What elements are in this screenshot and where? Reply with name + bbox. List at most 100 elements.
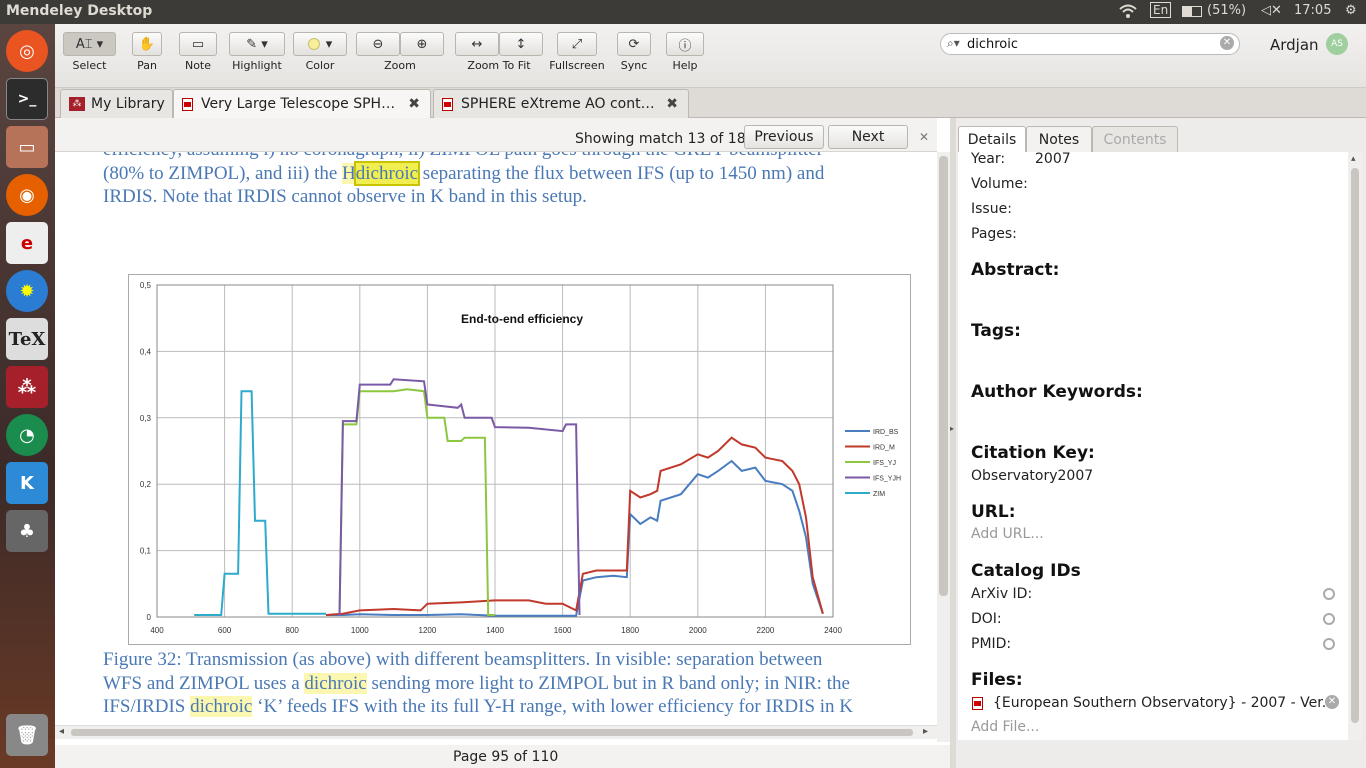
splitter-arrow-icon[interactable]: ▸ xyxy=(950,424,955,433)
sync-app-icon[interactable]: ◔ xyxy=(6,414,48,456)
fit-width-button[interactable]: ↔ xyxy=(455,32,499,56)
java-app-icon[interactable]: ♣ xyxy=(6,510,48,552)
current-match-highlight[interactable]: dichroic xyxy=(353,160,421,186)
text-cursor-icon: A⌶ ▾ xyxy=(75,36,104,52)
fullscreen-icon: ⤢ xyxy=(571,36,583,52)
zoom-label: Zoom xyxy=(384,59,416,72)
sun-app-icon[interactable]: ✹ xyxy=(6,270,48,312)
scroll-thumb[interactable] xyxy=(1351,168,1359,723)
series-line-ifs_yj xyxy=(338,388,495,616)
x-tick-label: 800 xyxy=(286,626,300,635)
file-link[interactable]: {European Southern Observatory} - 2007 -… xyxy=(993,695,1336,711)
ubuntu-logo-icon[interactable]: ◎ xyxy=(6,30,48,72)
close-find-icon[interactable]: ✕ xyxy=(919,130,930,144)
sync-button[interactable]: ⟳ xyxy=(617,32,651,56)
vertical-scrollbar[interactable] xyxy=(937,152,950,742)
scroll-thumb[interactable] xyxy=(939,156,948,596)
volume-label: Volume: xyxy=(971,176,1028,192)
terminal-icon[interactable]: >_ xyxy=(6,78,48,120)
color-swatch-icon xyxy=(307,38,320,50)
avatar[interactable]: AS xyxy=(1326,33,1348,55)
scroll-up-icon[interactable]: ▴ xyxy=(1351,154,1356,164)
arxiv-label: ArXiv ID: xyxy=(971,586,1033,602)
tab-contents[interactable]: Contents xyxy=(1092,126,1178,153)
x-tick-label: 1800 xyxy=(621,626,639,635)
tex-icon[interactable]: TeX xyxy=(6,318,48,360)
tab-notes[interactable]: Notes xyxy=(1026,126,1092,153)
legend-label: IRD_M xyxy=(873,445,895,452)
add-url-field[interactable]: Add URL... xyxy=(971,526,1044,542)
zoom-out-button[interactable]: ⊖ xyxy=(356,32,400,56)
battery-percent[interactable]: (51%) xyxy=(1207,3,1247,18)
volume-muted-icon[interactable]: ◁✕ xyxy=(1261,3,1282,18)
firefox-icon[interactable]: ◉ xyxy=(6,174,48,216)
pdf-viewer[interactable]: efficiency, assuming i) no coronagraph, … xyxy=(55,118,950,768)
color-label: Color xyxy=(305,59,335,72)
vertical-arrows-icon: ↕ xyxy=(515,36,527,52)
tab-very-large-telescope[interactable]: Very Large Telescope SPH… ✖ xyxy=(173,89,431,118)
highlight-tool-button[interactable]: ✎ ▾ xyxy=(229,32,285,56)
fit-height-button[interactable]: ↕ xyxy=(499,32,543,56)
zoom-in-button[interactable]: ⊕ xyxy=(400,32,444,56)
remove-file-icon[interactable]: ✕ xyxy=(1325,695,1339,709)
citation-key-value[interactable]: Observatory2007 xyxy=(971,468,1094,484)
kile-icon[interactable]: K xyxy=(6,462,48,504)
document-viewer-icon[interactable]: e xyxy=(6,222,48,264)
x-tick-label: 600 xyxy=(218,626,232,635)
pen-icon: ✎ ▾ xyxy=(246,36,268,52)
year-value[interactable]: 2007 xyxy=(1035,152,1071,167)
pdf-icon xyxy=(972,697,983,710)
gear-icon[interactable]: ⚙ xyxy=(1345,3,1357,18)
lookup-arxiv-icon[interactable] xyxy=(1323,588,1335,600)
battery-icon[interactable] xyxy=(1182,6,1202,17)
details-scrollbar[interactable]: ▴ xyxy=(1348,152,1362,740)
panel-splitter[interactable]: ▸ xyxy=(950,118,956,768)
search-input[interactable]: dichroic xyxy=(967,37,1019,52)
x-tick-label: 1600 xyxy=(554,626,572,635)
scroll-left-icon[interactable]: ◂ xyxy=(59,726,65,737)
lookup-pmid-icon[interactable] xyxy=(1323,638,1335,650)
zoom-in-icon: ⊕ xyxy=(416,36,428,52)
help-icon: ⓘ xyxy=(678,38,692,54)
add-file-field[interactable]: Add File... xyxy=(971,719,1040,735)
highlight-label: Highlight xyxy=(232,59,282,72)
tab-my-library[interactable]: ⁂ My Library xyxy=(60,89,173,118)
horizontal-scrollbar[interactable]: ◂ ▸ xyxy=(55,725,937,739)
note-tool-button[interactable]: ▭ xyxy=(179,32,217,56)
tab-sphere-extreme-ao[interactable]: SPHERE eXtreme AO cont… ✖ xyxy=(433,89,689,118)
search-highlight[interactable]: dichroic xyxy=(304,672,367,694)
tab-label: Very Large Telescope SPH… xyxy=(201,96,396,112)
select-tool-button[interactable]: A⌶ ▾ xyxy=(63,32,116,56)
previous-match-button[interactable]: Previous xyxy=(744,125,824,149)
scroll-right-icon[interactable]: ▸ xyxy=(923,726,929,737)
mendeley-logo-icon: ⁂ xyxy=(69,97,85,111)
mendeley-icon[interactable]: ⁂ xyxy=(6,366,48,408)
trash-icon[interactable]: 🗑 xyxy=(6,714,48,756)
tags-heading: Tags: xyxy=(971,321,1021,341)
pdf-icon xyxy=(442,97,453,111)
fullscreen-button[interactable]: ⤢ xyxy=(557,32,597,56)
close-tab-icon[interactable]: ✖ xyxy=(666,96,678,112)
next-match-button[interactable]: Next xyxy=(828,125,908,149)
help-button[interactable]: ⓘ xyxy=(666,32,704,56)
search-box[interactable]: ⌕▾ dichroic ✕ xyxy=(940,33,1240,55)
file-manager-icon[interactable]: ▭ xyxy=(6,126,48,168)
search-highlight[interactable]: H xyxy=(342,162,356,184)
color-picker-button[interactable]: ▾ xyxy=(293,32,347,56)
author-keywords-heading: Author Keywords: xyxy=(971,382,1143,402)
close-tab-icon[interactable]: ✖ xyxy=(408,96,420,112)
pan-tool-button[interactable]: ✋ xyxy=(132,32,162,56)
clock[interactable]: 17:05 xyxy=(1294,3,1332,18)
lookup-doi-icon[interactable] xyxy=(1323,613,1335,625)
x-tick-label: 2400 xyxy=(824,626,842,635)
clear-search-icon[interactable]: ✕ xyxy=(1220,36,1234,50)
keyboard-layout[interactable]: En xyxy=(1150,2,1172,18)
scroll-thumb[interactable] xyxy=(71,729,913,736)
toolbar: A⌶ ▾ Select ✋ Pan ▭ Note ✎ ▾ Highlight ▾… xyxy=(55,24,1366,88)
wifi-icon[interactable] xyxy=(1118,3,1138,23)
details-panel: Details Notes Contents Year: 2007 Volume… xyxy=(956,118,1366,768)
tab-details[interactable]: Details xyxy=(958,126,1026,153)
user-name[interactable]: Ardjan xyxy=(1270,36,1319,54)
search-highlight[interactable]: dichroic xyxy=(190,696,253,717)
citation-key-heading: Citation Key: xyxy=(971,443,1095,463)
